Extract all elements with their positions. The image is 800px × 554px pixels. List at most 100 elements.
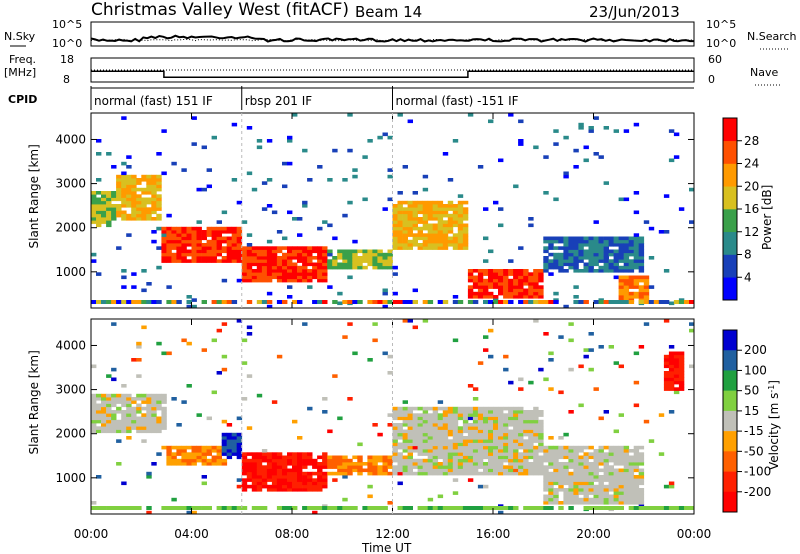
data-cell — [538, 419, 544, 424]
data-cell — [402, 429, 408, 434]
data-cell — [518, 278, 524, 283]
data-cell — [181, 449, 187, 453]
data-cell — [483, 452, 489, 456]
cpid-segment-label: normal (fast) 151 IF — [94, 94, 213, 108]
data-cell — [206, 168, 212, 172]
data-cell — [282, 259, 288, 263]
data-cell — [372, 256, 378, 260]
data-cell — [256, 262, 263, 267]
data-cell — [422, 432, 429, 437]
data-cell — [548, 252, 554, 257]
data-cell — [493, 275, 499, 280]
data-cell — [131, 423, 137, 427]
data-cell — [558, 256, 564, 260]
data-cell — [206, 184, 212, 189]
data-cell — [357, 265, 363, 270]
data-cell — [483, 468, 489, 473]
data-cell — [101, 210, 107, 215]
data-cell — [578, 259, 584, 263]
data-cell — [603, 452, 609, 456]
time-axis: 00:00 04:00 08:00 12:00 16:00 20:00 00:00 — [74, 527, 712, 541]
data-cell — [523, 455, 529, 460]
data-cell — [508, 406, 514, 411]
data-cell — [483, 288, 489, 293]
data-cell — [276, 452, 283, 456]
data-cell — [402, 210, 408, 215]
data-cell — [287, 295, 293, 299]
data-cell — [407, 210, 413, 215]
data-cell — [583, 262, 589, 267]
data-cell — [287, 475, 293, 479]
data-cell — [593, 220, 599, 224]
data-cell — [668, 158, 675, 163]
data-cell — [337, 465, 343, 469]
data-cell — [528, 429, 534, 434]
data-cell — [593, 152, 599, 156]
data-cell — [382, 265, 388, 270]
data-cell — [563, 481, 569, 486]
data-cell — [91, 194, 97, 198]
data-cell — [578, 246, 584, 250]
data-cell — [432, 200, 439, 205]
data-cell — [483, 236, 489, 241]
data-cell — [663, 371, 670, 375]
data-cell — [528, 471, 534, 476]
data-cell — [498, 413, 504, 417]
data-cell — [412, 432, 418, 437]
data-cell — [533, 445, 539, 450]
data-cell — [307, 452, 313, 456]
velocity-tick-label: 50 — [744, 384, 759, 398]
ground-scatter-cell — [312, 506, 318, 510]
data-cell — [447, 445, 454, 450]
data-cell — [156, 187, 162, 192]
data-cell — [246, 259, 253, 263]
data-cell — [412, 413, 418, 417]
data-cell — [101, 426, 107, 430]
ground-scatter-cell — [638, 300, 645, 304]
data-cell — [673, 377, 680, 382]
data-cell — [397, 246, 403, 250]
data-cell — [563, 239, 569, 244]
data-cell — [467, 478, 474, 482]
data-cell — [221, 445, 228, 450]
data-cell — [578, 269, 584, 273]
data-cell — [156, 213, 162, 218]
data-cell — [156, 226, 162, 231]
data-cell — [246, 475, 253, 479]
data-cell — [387, 471, 393, 476]
data-cell — [307, 478, 313, 482]
ground-scatter-cell — [427, 506, 434, 510]
data-cell — [156, 184, 162, 189]
data-cell — [452, 207, 459, 211]
data-cell — [131, 400, 137, 404]
data-cell — [513, 419, 519, 424]
data-cell — [437, 220, 444, 224]
data-cell — [613, 249, 619, 254]
data-cell — [493, 410, 499, 414]
data-cell — [166, 249, 172, 254]
data-cell — [518, 282, 524, 286]
data-cell — [322, 452, 328, 456]
data-cell — [628, 278, 635, 283]
velocity-tick-label: -15 — [744, 424, 764, 438]
data-cell — [241, 269, 248, 273]
data-cell — [588, 269, 594, 273]
data-cell — [402, 439, 408, 443]
data-cell — [462, 243, 469, 247]
data-cell — [151, 194, 157, 198]
data-cell — [407, 220, 413, 224]
data-cell — [106, 217, 112, 221]
ground-scatter-cell — [231, 506, 238, 510]
data-cell — [608, 497, 614, 502]
data-cell — [221, 432, 228, 437]
y-tick-label: 2000 — [55, 427, 86, 441]
data-cell — [442, 243, 449, 247]
data-cell — [618, 494, 624, 499]
data-cell — [427, 233, 434, 237]
data-cell — [417, 204, 423, 208]
ground-scatter-cell — [573, 300, 579, 304]
data-cell — [297, 488, 303, 492]
data-cell — [422, 223, 429, 228]
ground-scatter-cell — [382, 300, 388, 304]
ground-scatter-cell — [342, 300, 348, 304]
